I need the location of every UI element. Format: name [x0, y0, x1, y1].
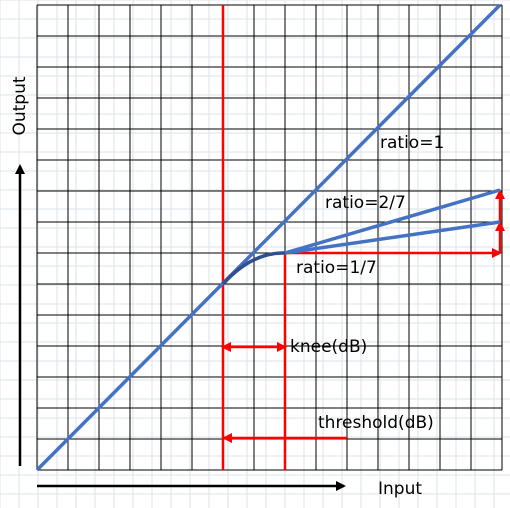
ratio-2-7-line — [284, 188, 501, 255]
ratio-1-7-label: ratio=1/7 — [296, 258, 377, 278]
ratio-1-line — [35, 3, 502, 472]
curves — [35, 3, 502, 472]
grid — [36, 4, 503, 471]
threshold-label: threshold(dB) — [318, 413, 434, 433]
axes-arrows — [15, 164, 346, 491]
x-axis-label: Input — [378, 479, 422, 499]
knee-label: knee(dB) — [290, 337, 367, 357]
ratio-1-7-line — [284, 220, 501, 255]
ratio-2-7-label: ratio=2/7 — [325, 193, 406, 213]
knee-curve — [221, 251, 286, 286]
y-axis-label: Output — [10, 76, 30, 135]
red-guides — [221, 5, 505, 470]
ratio-1-label: ratio=1 — [380, 133, 444, 153]
